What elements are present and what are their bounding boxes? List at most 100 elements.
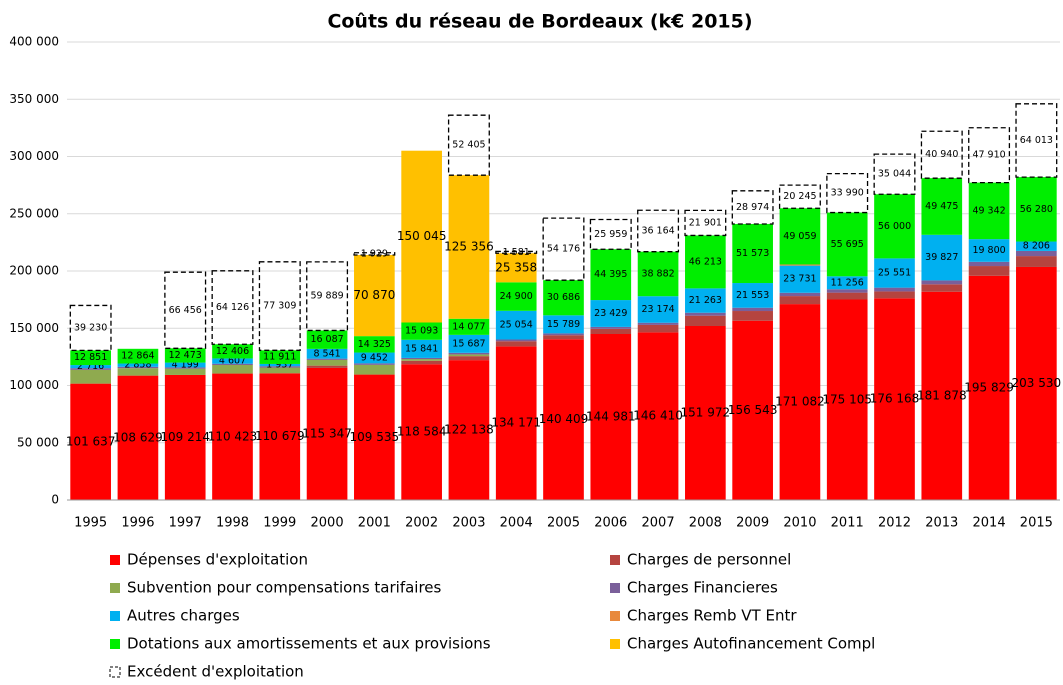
bar-segment xyxy=(259,367,301,374)
bar-segment xyxy=(590,300,632,327)
bar-segment xyxy=(968,266,1010,276)
data-label: 38 882 xyxy=(641,268,674,279)
bar-segment xyxy=(495,253,537,283)
x-tick-label: 2002 xyxy=(405,516,438,531)
bar-segment xyxy=(685,288,726,313)
bar-segment xyxy=(1016,250,1057,257)
bar-segment xyxy=(448,352,490,355)
bar-segment xyxy=(212,344,253,359)
bar-segment xyxy=(401,359,442,361)
legend-swatch xyxy=(110,583,120,593)
data-label: 15 841 xyxy=(405,343,438,354)
data-label: 2 716 xyxy=(77,361,104,372)
x-tick-label: 2011 xyxy=(831,516,864,531)
bar-segment xyxy=(543,339,584,500)
x-tick-label: 1995 xyxy=(74,516,107,531)
data-label: 59 889 xyxy=(310,291,343,302)
data-label: 16 087 xyxy=(310,334,343,345)
data-label: 118 584 xyxy=(397,425,447,439)
data-label: 109 535 xyxy=(350,430,400,444)
bar-segment xyxy=(212,364,253,374)
legend-label: Subvention pour compensations tarifaires xyxy=(127,579,442,597)
data-label: 70 870 xyxy=(353,288,395,302)
surplus-box xyxy=(495,250,538,254)
bar-segment xyxy=(921,291,963,500)
legend-label: Charges Autofinancement Compl xyxy=(627,635,875,653)
bar-segment xyxy=(70,383,111,500)
data-label: 21 263 xyxy=(689,295,722,306)
bar-segment xyxy=(874,194,915,259)
bar-segment xyxy=(1016,241,1057,251)
surplus-box xyxy=(637,209,680,253)
bar-segment xyxy=(306,330,348,349)
surplus-box xyxy=(920,130,963,179)
x-tick-label: 1997 xyxy=(169,516,202,531)
data-label: 125 356 xyxy=(444,239,494,253)
legend-swatch xyxy=(610,611,620,621)
bar-segment xyxy=(495,346,537,500)
x-tick-label: 1996 xyxy=(121,516,154,531)
bar-segment xyxy=(685,312,726,316)
x-tick-label: 2008 xyxy=(689,516,722,531)
x-tick-label: 1999 xyxy=(263,516,296,531)
x-tick-label: 2003 xyxy=(452,516,485,531)
surplus-box xyxy=(69,304,112,351)
bar-segment xyxy=(968,182,1010,240)
bar-segment xyxy=(732,283,773,308)
bar-segment xyxy=(495,341,537,347)
data-label: 20 245 xyxy=(783,191,816,202)
bar-segment xyxy=(306,348,348,359)
data-label: 24 900 xyxy=(500,291,533,302)
y-tick-label: 400 000 xyxy=(9,35,59,49)
data-label: 12 406 xyxy=(216,346,249,357)
bar-segment xyxy=(779,208,821,265)
bar-segment xyxy=(874,258,915,288)
bar-segment xyxy=(543,280,584,316)
bar-segment xyxy=(543,335,584,340)
bar-segment xyxy=(354,336,395,353)
bar-segment xyxy=(685,235,726,289)
legend-swatch xyxy=(610,583,620,593)
bar-segment xyxy=(164,367,206,369)
bar-segment xyxy=(70,369,111,384)
data-label: 19 800 xyxy=(972,245,1005,256)
bar-segment xyxy=(401,150,442,323)
bar-segment xyxy=(921,178,963,235)
bar-segment xyxy=(495,310,537,340)
bar-segment xyxy=(732,311,773,321)
surplus-box xyxy=(542,217,585,281)
bar-segment xyxy=(117,366,159,369)
bar-segment xyxy=(826,212,868,277)
y-tick-label: 0 xyxy=(51,493,59,507)
data-label: 11 256 xyxy=(831,277,864,288)
data-label: 49 342 xyxy=(972,205,1005,216)
legend-swatch xyxy=(610,639,620,649)
data-label: 122 138 xyxy=(444,423,494,437)
bar-segment xyxy=(448,356,490,361)
bar-segment xyxy=(164,374,206,500)
bar-segment xyxy=(874,287,915,292)
x-tick-label: 1998 xyxy=(216,516,249,531)
surplus-box xyxy=(211,270,254,345)
data-label: 39 827 xyxy=(925,252,958,263)
surplus-box xyxy=(258,261,301,351)
bar-segment xyxy=(448,334,490,353)
legend-swatch xyxy=(610,555,620,565)
data-label: 23 429 xyxy=(594,308,627,319)
bar-segment xyxy=(874,291,915,299)
data-label: 134 171 xyxy=(491,416,541,430)
bar-segment xyxy=(354,254,395,337)
data-label: 40 940 xyxy=(925,149,958,160)
bar-segment xyxy=(779,304,821,500)
data-label: 21 553 xyxy=(736,290,769,301)
legend-label: Charges Financieres xyxy=(627,579,778,597)
bar-segment xyxy=(732,320,773,500)
x-tick-label: 2010 xyxy=(783,516,816,531)
data-label: 115 347 xyxy=(302,426,352,440)
surplus-box xyxy=(684,209,727,237)
data-label: 15 789 xyxy=(547,319,580,330)
chart-title: Coûts du réseau de Bordeaux (k€ 2015) xyxy=(327,11,752,33)
bar-segment xyxy=(164,348,206,363)
bar-segment xyxy=(259,366,301,368)
x-tick-label: 2015 xyxy=(1020,516,1053,531)
